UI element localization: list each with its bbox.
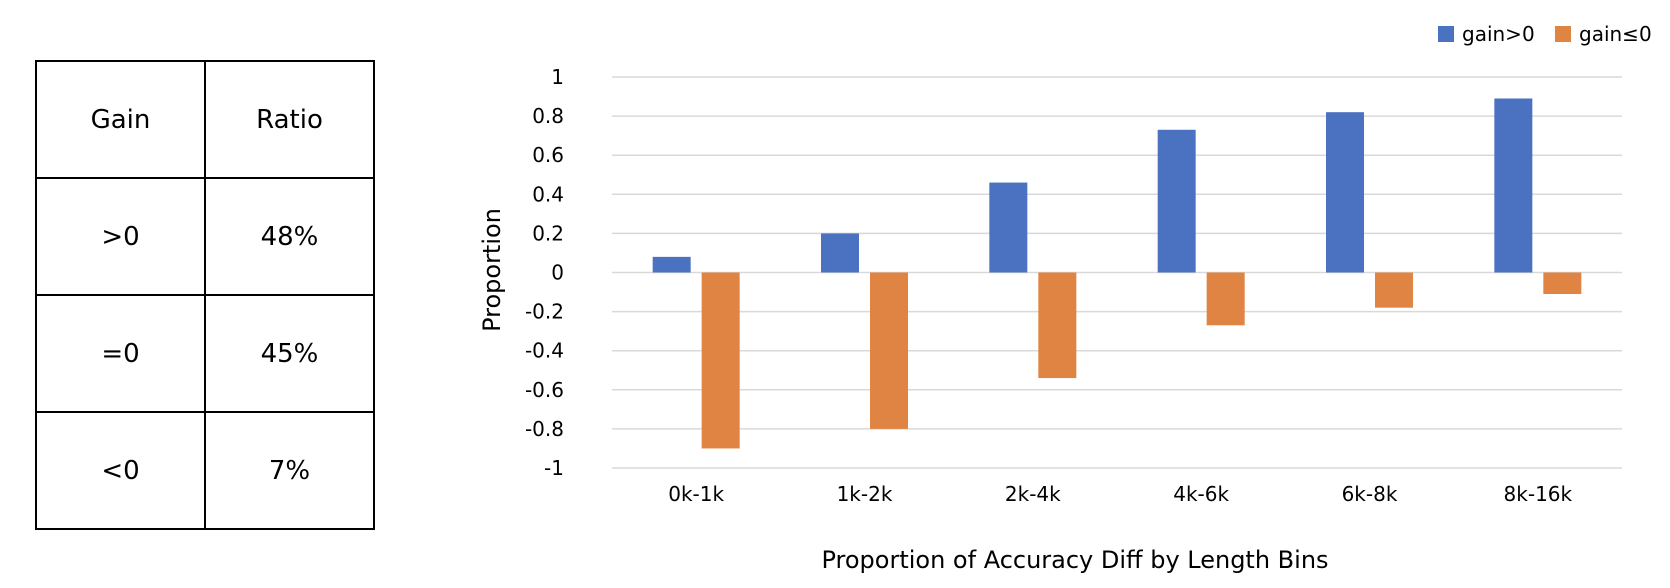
legend-swatch	[1438, 26, 1454, 42]
y-tick-label: 0.6	[532, 143, 564, 167]
bar-gain-positive-1k-2k	[821, 233, 859, 273]
table-row: =0 45%	[35, 294, 375, 413]
x-tick-label: 1k-2k	[837, 482, 893, 506]
y-tick-label: 1	[551, 65, 564, 89]
table-row: <0 7%	[35, 411, 375, 530]
table-cell-ratio: 45%	[204, 294, 375, 413]
bar-gain-positive-8k-16k	[1494, 98, 1533, 273]
y-tick-label: -0.4	[525, 339, 564, 363]
y-tick-label: 0.4	[532, 182, 564, 206]
x-tick-label: 0k-1k	[668, 482, 724, 506]
y-tick-label: 0	[551, 261, 564, 285]
legend-swatch	[1555, 26, 1571, 42]
y-axis-title: Proportion	[478, 208, 506, 332]
legend-label: gain>0	[1462, 22, 1535, 46]
bar-gain-nonpositive-4k-6k	[1206, 272, 1245, 326]
table-cell-gain: =0	[35, 294, 206, 413]
bar-gain-nonpositive-6k-8k	[1375, 272, 1413, 308]
x-tick-label: 2k-4k	[1005, 482, 1061, 506]
y-axis-ticks: 1 0.8 0.6 0.4 0.2 0 -0.2 -0.4 -0.6 -0.8 -1	[525, 65, 564, 480]
gain-ratio-table: Gain Ratio >0 48% =0 45% <0 7%	[35, 60, 375, 530]
table-header-row: Gain Ratio	[35, 60, 375, 179]
y-tick-label: -0.8	[525, 417, 564, 441]
legend-label: gain≤0	[1579, 22, 1652, 46]
y-tick-label: -0.2	[525, 300, 564, 324]
table-header-ratio: Ratio	[204, 60, 375, 179]
legend: gain>0 gain≤0	[1438, 22, 1652, 46]
table-cell-ratio: 48%	[204, 177, 375, 296]
x-axis-ticks: 0k-1k 1k-2k 2k-4k 4k-6k 6k-8k 8k-16k	[668, 482, 1572, 506]
bars	[652, 98, 1582, 449]
bar-gain-positive-0k-1k	[652, 256, 691, 273]
bar-gain-nonpositive-0k-1k	[701, 272, 740, 449]
table-header-gain: Gain	[35, 60, 206, 179]
table-row: >0 48%	[35, 177, 375, 296]
y-tick-label: -0.6	[525, 378, 564, 402]
x-tick-label: 6k-8k	[1342, 482, 1398, 506]
table-cell-gain: <0	[35, 411, 206, 530]
table-cell-ratio: 7%	[204, 411, 375, 530]
bar-gain-positive-4k-6k	[1157, 129, 1196, 273]
gridlines	[612, 76, 1622, 469]
y-tick-label: 0.2	[532, 221, 564, 245]
bar-gain-nonpositive-1k-2k	[870, 272, 908, 429]
x-tick-label: 8k-16k	[1504, 482, 1573, 506]
x-axis-title: Proportion of Accuracy Diff by Length Bi…	[821, 546, 1328, 574]
bar-chart: 1 0.8 0.6 0.4 0.2 0 -0.2 -0.4 -0.6 -0.8 -1 0k-1k 1k…	[478, 22, 1652, 574]
table-cell-gain: >0	[35, 177, 206, 296]
bar-gain-nonpositive-2k-4k	[1038, 272, 1077, 379]
bar-gain-positive-6k-8k	[1326, 112, 1364, 273]
y-tick-label: 0.8	[532, 104, 564, 128]
x-tick-label: 4k-6k	[1173, 482, 1229, 506]
bar-gain-nonpositive-8k-16k	[1543, 272, 1582, 295]
bar-gain-positive-2k-4k	[989, 182, 1028, 273]
y-tick-label: -1	[544, 456, 564, 480]
